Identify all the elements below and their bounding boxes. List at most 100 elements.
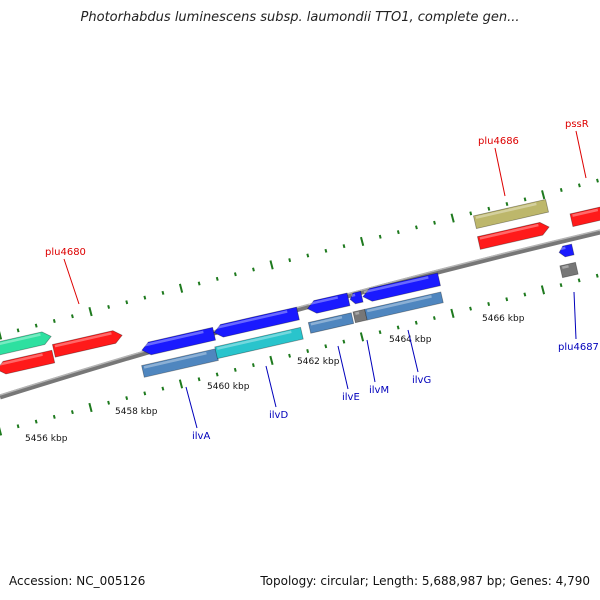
gene-arrow-plu4686-highlight [475,202,537,219]
gene-label-ilvA[interactable]: ilvA [192,431,210,442]
tick-mark-lower [70,410,74,415]
tick-mark-lower [559,283,563,288]
gene-bar-ilvM-product-highlight [355,311,360,315]
position-label: 5466 kbp [482,314,525,324]
tick-mark-upper [360,236,365,247]
tick-mark-upper [0,331,3,340]
gene-label-plu4680[interactable]: plu4680 [45,247,86,258]
gene-arrow-pssR[interactable] [569,204,600,228]
gene-label-ilvM[interactable]: ilvM [369,385,389,396]
tick-mark-lower [161,386,165,391]
tick-mark-upper [559,188,563,192]
gene-label-ilvE[interactable]: ilvE [342,392,360,403]
gene-arrow-teal-highlight [0,333,41,349]
tick-mark-lower [487,301,491,306]
gene-arrow-ilvA[interactable] [140,326,216,356]
gene-label-plu4686[interactable]: plu4686 [478,136,519,147]
gene-bar-ilvD-product-highlight [216,330,292,350]
gene-label-ilvG[interactable]: ilvG [412,375,431,386]
gene-arrow-plu4687-shape [558,243,575,258]
gene-bar-ilvG-product[interactable] [364,291,444,321]
gene-bar-ilvA-product-highlight [143,351,207,369]
tick-mark-upper [415,225,418,230]
tick-mark-upper [233,272,237,277]
tick-mark-lower [233,367,237,372]
tick-mark-upper [197,281,201,286]
gene-bar-ilvM-product[interactable] [352,308,368,324]
accession-text: Accession: NC_005126 [9,574,146,588]
tick-mark-upper [143,295,147,300]
gene-label-ilvD[interactable]: ilvD [269,410,288,421]
gene-label-leader [366,339,376,383]
tick-mark-lower [143,391,147,396]
gene-arrow-plu4686[interactable] [473,198,549,230]
gene-arrow-ilvM[interactable] [349,290,364,305]
gene-arrow-plu4686-lower-shape [476,222,550,250]
tick-mark-upper [178,283,184,293]
gene-arrow-plu4686-lower[interactable] [476,221,550,250]
gene-bar-plu4687-product-shape [559,261,579,279]
gene-arrow-red-highlight [54,332,112,348]
gene-arrow-ilvM-shape [349,290,364,305]
gene-arrow-ilvE-shape [306,292,351,314]
tick-mark-upper [215,276,219,281]
gene-label-pssR[interactable]: pssR [565,119,589,130]
gene-bar-ilvD-product-shape [214,326,304,360]
gene-bar-plu4687-product[interactable] [559,261,579,279]
gene-arrow-plu4687[interactable] [558,243,575,258]
tick-mark-upper [505,202,509,207]
gene-label-leader [407,329,419,373]
tick-mark-upper [450,213,455,223]
gene-bar-ilvD-product[interactable] [214,326,304,360]
gene-arrow-ilvG[interactable] [362,272,441,303]
tick-mark-lower [414,320,418,325]
gene-bar-ilvE-product[interactable] [307,312,355,334]
tick-mark-lower [577,278,581,283]
tick-mark-upper [88,307,93,317]
gene-arrow-plu4686-shape [473,198,549,230]
tick-mark-lower [378,330,382,335]
tick-mark-upper [577,183,581,188]
tick-mark-upper [433,220,436,225]
map-title: Photorhabdus luminescens subsp. laumondi… [80,10,520,25]
tick-mark-upper [469,211,473,216]
gene-arrow-ilvG-shape [362,272,441,302]
gene-arrow-ilvM-highlight [351,293,356,297]
gene-arrow-red[interactable] [51,329,123,358]
gene-arrow-teal[interactable] [0,330,53,359]
gene-arrow-plu4686-lower-highlight [479,223,539,240]
gene-arrow-ilvE[interactable] [306,292,351,315]
gene-arrow-teal-shape [0,331,52,359]
gene-label-plu4687[interactable]: plu4687 [558,342,599,353]
gene-label-leader [185,386,198,429]
gene-label-leader [63,258,80,305]
gene-arrow-ilvA-shape [141,326,216,356]
gene-arrow-red-lower[interactable] [0,349,56,376]
tick-mark-lower [432,316,436,321]
tick-mark-upper [306,253,310,258]
tick-mark-upper [487,206,491,211]
tick-mark-lower [342,339,346,344]
tick-mark-lower [107,400,111,405]
gene-arrow-ilvD[interactable] [213,306,300,339]
position-label: 5458 kbp [115,407,158,417]
tick-mark-upper [324,248,328,253]
gene-arrow-plu4687-highlight [560,246,566,251]
tick-mark-lower [523,292,527,297]
gene-label-leader [573,291,577,340]
tick-mark-upper [523,197,527,202]
gene-bar-ilvE-product-shape [307,312,355,334]
tick-mark-lower [0,427,3,436]
tick-mark-lower [16,424,20,429]
gene-bar-ilvA-product-shape [141,348,219,378]
tick-mark-upper [52,318,56,323]
gene-arrow-red-lower-highlight [0,353,43,367]
tick-mark-upper [16,328,20,333]
gene-label-leader [575,130,587,179]
position-label: 5460 kbp [207,382,250,392]
gene-arrow-red-shape [51,330,123,358]
tick-mark-lower [215,372,219,377]
tick-mark-lower [88,402,93,413]
tick-mark-lower [450,308,455,318]
gene-bar-ilvA-product[interactable] [141,348,219,378]
